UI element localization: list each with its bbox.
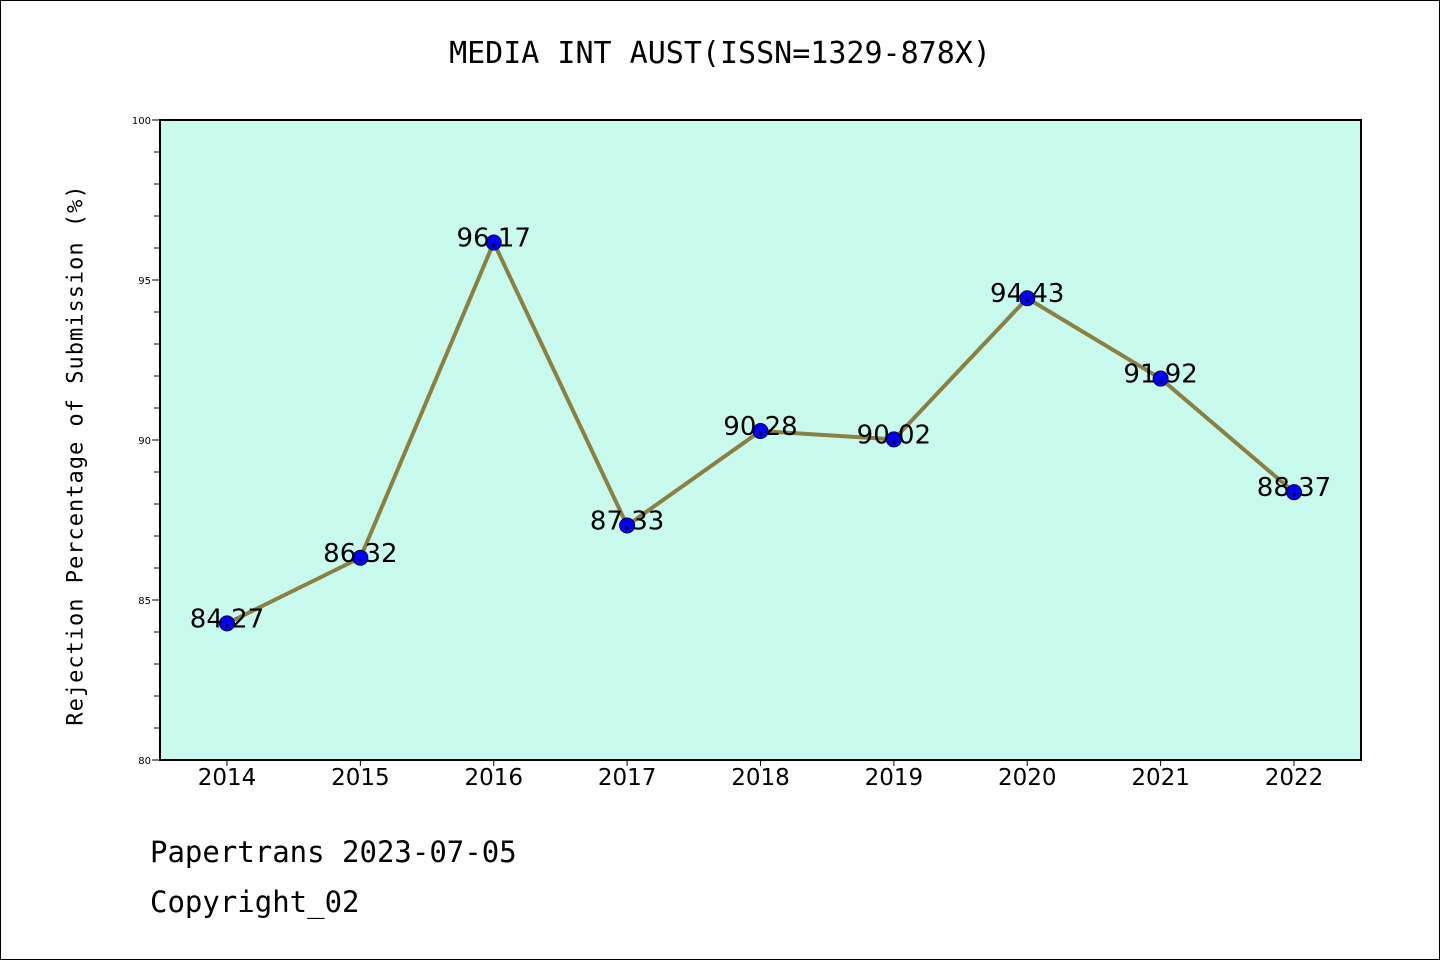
y-axis: 80 85 90 95 100 [132,116,160,767]
y-tick-label: 80 [138,756,151,767]
data-label-2020: 94.43 [990,279,1064,309]
data-point-2021 [1152,370,1169,387]
data-label-2018: 90.28 [723,412,797,442]
data-point-2016 [485,234,502,251]
data-point-2014 [219,615,235,632]
x-tick-label: 2022 [1265,765,1324,791]
data-label-2017: 87.33 [590,506,664,536]
plot-border [159,119,1362,761]
plot-area [160,120,1361,760]
data-label-2021: 91.92 [1123,360,1197,390]
data-point-2017 [619,517,636,534]
y-tick-label: 100 [132,116,151,127]
y-tick-label: 95 [138,276,151,287]
x-tick-label: 2016 [464,765,523,791]
x-tick-label: 2015 [331,765,390,791]
data-point-2019 [885,431,902,448]
data-label-2014: 84.27 [190,604,264,634]
x-tick-label: 2020 [998,765,1057,791]
chart-title: MEDIA INT AUST(ISSN=1329-878X) [449,36,991,71]
data-labels: 84.27 86.32 96.17 87.33 90.28 90.02 94.43 91.92… [190,224,1331,635]
y-tick-label: 90 [138,436,151,447]
data-point-2022 [1286,484,1302,501]
footer-source: Papertrans 2023-07-05 [150,835,517,869]
x-tick-label: 2021 [1131,765,1190,791]
data-label-2022: 88.37 [1257,473,1331,503]
series-markers [219,234,1302,632]
x-tick-label: 2018 [731,765,790,791]
data-label-2016: 96.17 [457,224,531,254]
x-tick-label: 2019 [865,765,924,791]
data-label-2019: 90.02 [857,420,931,450]
x-tick-label: 2017 [598,765,657,791]
y-tick-label: 85 [138,596,151,607]
data-point-2018 [752,423,769,440]
x-axis: 2014 2015 2016 2017 2018 2019 2020 2021 2022 [198,760,1324,791]
footer-copyright: Copyright_02 [150,885,360,919]
data-point-2020 [1019,290,1036,307]
data-label-2015: 86.32 [323,539,397,569]
x-tick-label: 2014 [198,765,257,791]
data-point-2015 [352,549,369,566]
